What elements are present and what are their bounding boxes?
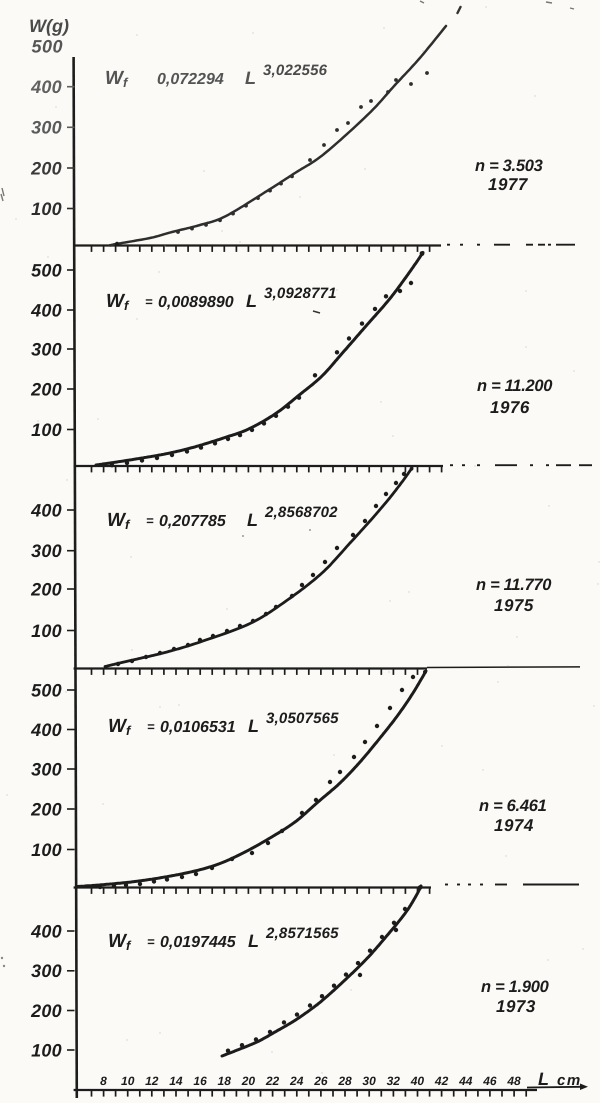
svg-text:300: 300 (31, 541, 62, 561)
svg-text:22: 22 (265, 1074, 280, 1088)
svg-text:L: L (538, 1069, 549, 1089)
svg-text:=: = (147, 934, 155, 949)
svg-text:=: = (147, 719, 155, 734)
svg-text:100: 100 (31, 840, 62, 860)
svg-text:n = 1.900: n = 1.900 (481, 978, 550, 996)
svg-text:300: 300 (31, 339, 62, 359)
svg-text:200: 200 (30, 1001, 62, 1021)
svg-text:12: 12 (145, 1074, 159, 1088)
svg-text:n = 11.200: n = 11.200 (477, 377, 553, 395)
svg-text:W(g): W(g) (29, 16, 69, 36)
svg-text:2,8571565: 2,8571565 (265, 925, 339, 942)
svg-text:400: 400 (30, 300, 62, 320)
svg-text:26: 26 (313, 1074, 328, 1088)
svg-text:n = 6.461: n = 6.461 (479, 797, 547, 815)
svg-text:500: 500 (31, 260, 62, 280)
svg-text:30: 30 (362, 1074, 376, 1088)
svg-text:8: 8 (100, 1074, 107, 1088)
svg-text:1975: 1975 (494, 596, 534, 615)
svg-text:n = 11.770: n = 11.770 (476, 576, 552, 594)
svg-text:L: L (247, 510, 258, 530)
svg-text:200: 200 (30, 579, 62, 599)
svg-text:n = 3.503: n = 3.503 (475, 157, 543, 175)
svg-text:cm: cm (557, 1072, 582, 1089)
svg-text:400: 400 (30, 500, 62, 520)
svg-text:400: 400 (30, 921, 62, 941)
svg-text:0,0106531: 0,0106531 (160, 719, 236, 736)
svg-text:0,072294: 0,072294 (157, 71, 224, 88)
svg-text:0,0197445: 0,0197445 (160, 934, 237, 951)
svg-text:500: 500 (31, 37, 63, 57)
svg-text:L: L (246, 291, 257, 311)
svg-text:100: 100 (31, 199, 62, 219)
svg-text:L: L (248, 716, 259, 736)
svg-text:1974: 1974 (494, 816, 534, 835)
svg-text:48: 48 (506, 1074, 521, 1088)
svg-text:10: 10 (121, 1074, 135, 1088)
svg-text:300: 300 (31, 759, 62, 779)
svg-text:1973: 1973 (496, 997, 536, 1016)
svg-text:28: 28 (337, 1074, 352, 1088)
svg-text:200: 200 (30, 379, 62, 399)
svg-text:44: 44 (458, 1074, 473, 1088)
svg-text:2,8568702: 2,8568702 (264, 504, 338, 521)
svg-text:46: 46 (482, 1074, 497, 1088)
svg-text:1977: 1977 (488, 175, 529, 194)
svg-text:40: 40 (410, 1074, 425, 1088)
svg-text:L: L (245, 68, 256, 88)
svg-text:300: 300 (31, 961, 62, 981)
svg-text:200: 200 (30, 799, 62, 819)
svg-text:20: 20 (241, 1074, 256, 1088)
svg-text:3,0928771: 3,0928771 (264, 285, 337, 302)
svg-text:L: L (248, 931, 259, 951)
svg-text:1976: 1976 (490, 398, 530, 417)
svg-text:0,207785: 0,207785 (159, 513, 227, 530)
svg-text:100: 100 (31, 420, 62, 440)
svg-text:300: 300 (31, 118, 62, 138)
svg-text:3,0507565: 3,0507565 (266, 710, 339, 727)
svg-text:16: 16 (193, 1074, 207, 1088)
svg-text:3,022556: 3,022556 (263, 62, 328, 79)
svg-text:=: = (146, 513, 154, 528)
svg-text:14: 14 (169, 1074, 183, 1088)
svg-text:500: 500 (31, 680, 62, 700)
svg-text:18: 18 (218, 1074, 232, 1088)
svg-text:400: 400 (30, 77, 62, 97)
svg-text:100: 100 (31, 621, 62, 641)
svg-text:42: 42 (434, 1074, 449, 1088)
svg-text:200: 200 (30, 158, 62, 178)
svg-text:100: 100 (31, 1040, 62, 1060)
svg-text:0,0089890: 0,0089890 (158, 294, 234, 311)
svg-text:400: 400 (30, 720, 62, 740)
svg-text:32: 32 (387, 1074, 401, 1088)
svg-text:24: 24 (289, 1074, 304, 1088)
svg-text:=: = (145, 294, 153, 309)
